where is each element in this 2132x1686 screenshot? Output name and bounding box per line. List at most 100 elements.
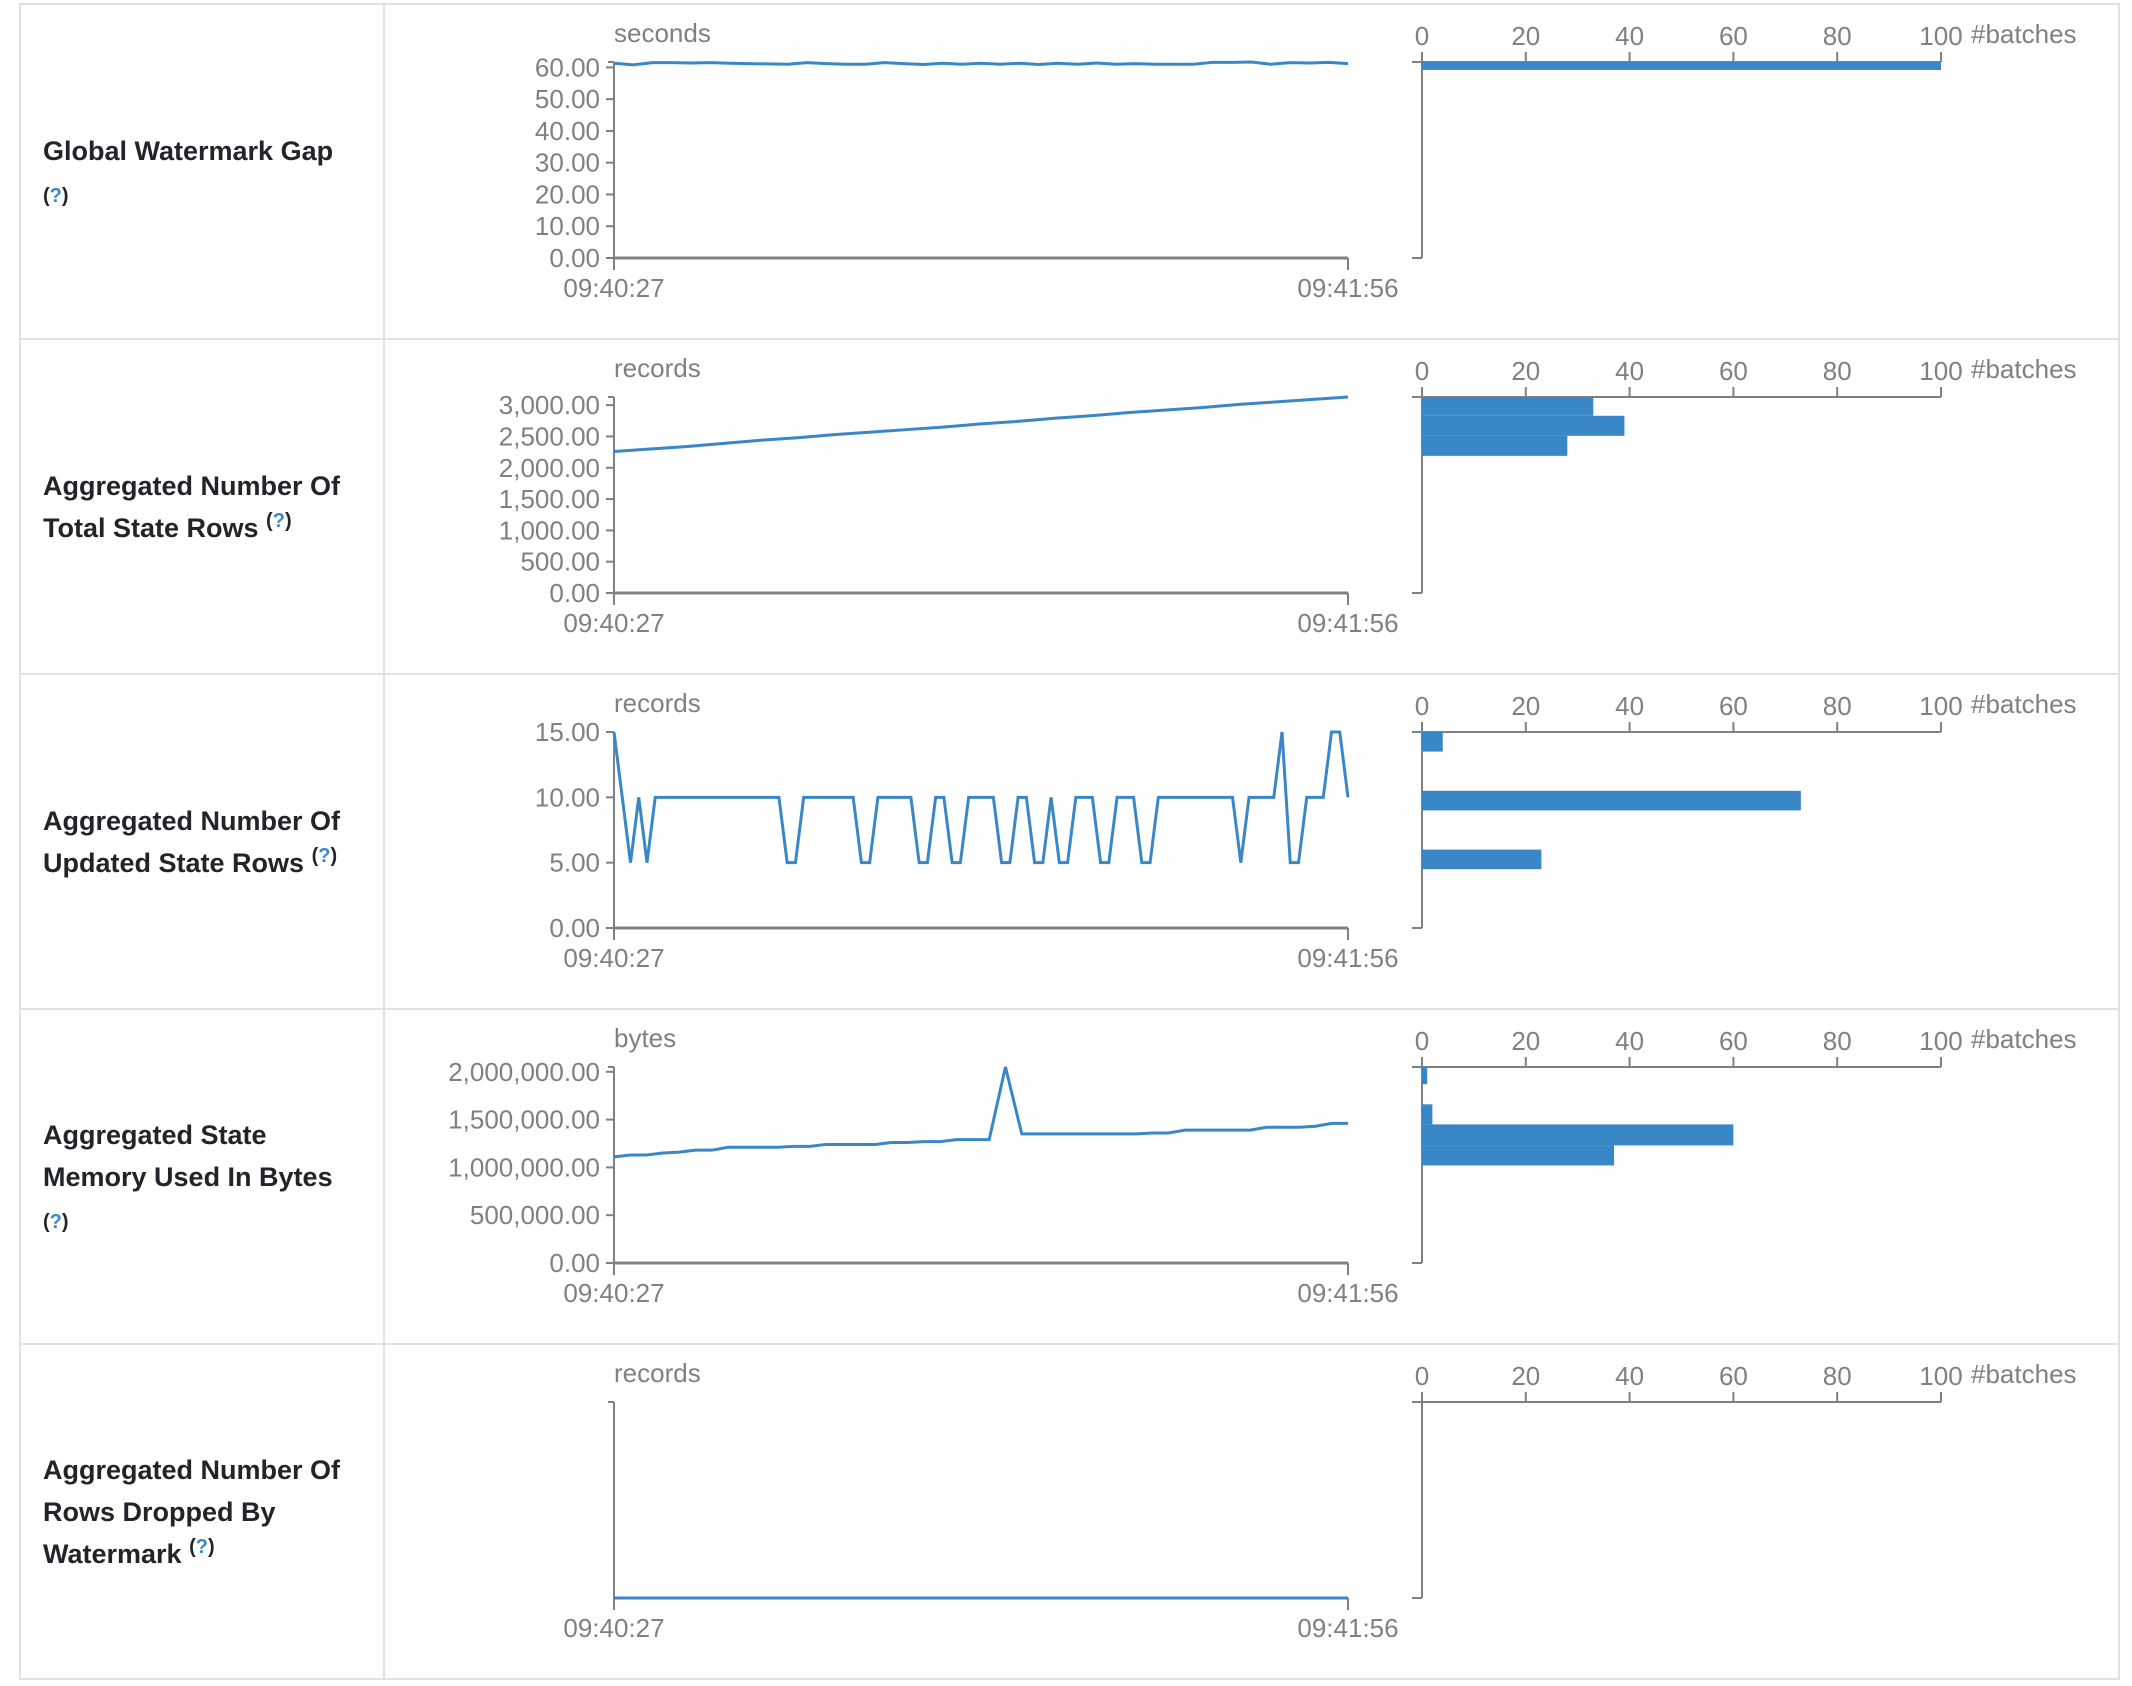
metric-title: Aggregated Number Of Updated State Rows (… <box>43 800 340 884</box>
y-tick-label: 0.00 <box>549 1248 600 1278</box>
hist-x-tick-label: 40 <box>1615 1026 1644 1056</box>
metric-title-text: Total State Rows <box>43 512 259 543</box>
histogram-bar <box>1422 732 1443 752</box>
y-tick-label: 5.00 <box>549 848 600 878</box>
metric-title: Aggregated Number Of Rows Dropped By Water… <box>43 1449 340 1575</box>
help-tooltip-icon[interactable]: (?) <box>43 1210 69 1233</box>
y-tick-label: 0.00 <box>549 578 600 608</box>
help-tooltip-icon[interactable]: (?) <box>311 844 338 867</box>
metric-charts: bytes 0.00 500,000.00 1,000,000.00 1,500,000… <box>448 1023 2077 1308</box>
histogram-bar <box>1422 1145 1615 1166</box>
histogram-bar <box>1422 790 1801 811</box>
hist-x-tick-label: 60 <box>1719 21 1748 51</box>
hist-unit-label: #batches <box>1971 354 2077 384</box>
y-tick-label: 1,500.00 <box>499 484 600 514</box>
y-tick-label: 60.00 <box>535 52 600 82</box>
metric-title-line: Rows Dropped By <box>43 1496 276 1527</box>
histogram-bar <box>1422 397 1594 416</box>
y-tick-label: 500,000.00 <box>470 1200 600 1230</box>
help-tooltip-icon[interactable]: (?) <box>189 1535 215 1558</box>
help-tooltip-icon[interactable]: (?) <box>43 184 69 207</box>
hist-x-tick-label: 60 <box>1719 1026 1748 1056</box>
histogram-bar <box>1422 1124 1734 1146</box>
y-tick-label: 500.00 <box>520 547 600 577</box>
hist-x-tick-label: 20 <box>1511 21 1540 51</box>
y-tick-label: 3,000.00 <box>499 390 600 420</box>
question-mark-icon: ? <box>49 184 62 207</box>
x-tick-label: 09:41:56 <box>1297 608 1398 638</box>
help-tooltip-icon[interactable]: (?) <box>266 509 292 532</box>
y-tick-label: 2,000,000.00 <box>448 1057 600 1087</box>
hist-x-tick-label: 80 <box>1823 1361 1852 1391</box>
metric-charts: records 0.00 5.00 10.00 15.00 09:40:27 09:41:5… <box>535 688 2077 973</box>
y-tick-label: 10.00 <box>535 211 600 241</box>
metric-charts: records 09:40:27 09:41:56 0 20 40 60 80 100 #batc… <box>563 1358 2077 1643</box>
hist-unit-label: #batches <box>1971 1024 2077 1054</box>
metric-row: Aggregated Number Of Total State Rows (?)… <box>21 338 2118 673</box>
metric-row: Aggregated Number Of Rows Dropped By Water… <box>21 1343 2118 1680</box>
y-unit-label: bytes <box>614 1023 676 1053</box>
hist-x-tick-label: 0 <box>1415 1026 1429 1056</box>
hist-unit-label: #batches <box>1971 19 2077 49</box>
metric-title-line: Memory Used In Bytes <box>43 1161 333 1192</box>
hist-x-tick-label: 60 <box>1719 1361 1748 1391</box>
y-tick-label: 40.00 <box>535 116 600 146</box>
metric-label-cell: Aggregated Number Of Total State Rows (?) <box>21 340 385 673</box>
series-line <box>613 395 1349 453</box>
x-tick-label: 09:41:56 <box>1297 943 1398 973</box>
metric-row: Aggregated Number Of Updated State Rows (… <box>21 673 2118 1008</box>
hist-x-tick-label: 80 <box>1823 356 1852 386</box>
y-tick-label: 1,000,000.00 <box>448 1152 600 1182</box>
hist-x-tick-label: 40 <box>1615 1361 1644 1391</box>
y-tick-label: 0.00 <box>549 913 600 943</box>
histogram-bar <box>1422 1067 1428 1085</box>
metric-title-line: Updated State Rows (?) <box>43 842 340 884</box>
y-tick-label: 20.00 <box>535 179 600 209</box>
y-unit-label: seconds <box>614 18 711 48</box>
hist-x-tick-label: 60 <box>1719 691 1748 721</box>
hist-x-tick-label: 100 <box>1919 1361 1962 1391</box>
metrics-table: Global Watermark Gap (?) seconds 0.00 10.00 2… <box>19 3 2120 1680</box>
y-tick-label: 1,000.00 <box>499 515 600 545</box>
question-mark-icon: ? <box>195 1535 208 1558</box>
metric-label-cell: Aggregated Number Of Rows Dropped By Water… <box>21 1345 385 1678</box>
x-tick-label: 09:40:27 <box>563 1613 664 1643</box>
metric-title-text: Watermark <box>43 1538 182 1569</box>
metric-title-line: Aggregated State <box>43 1119 267 1150</box>
histogram-bar <box>1422 62 1941 70</box>
metric-row: Aggregated State Memory Used In Bytes (?) b… <box>21 1008 2118 1343</box>
hist-x-tick-label: 0 <box>1415 356 1429 386</box>
hist-x-tick-label: 100 <box>1919 21 1962 51</box>
hist-x-tick-label: 80 <box>1823 21 1852 51</box>
hist-x-tick-label: 40 <box>1615 356 1644 386</box>
metric-label-cell: Global Watermark Gap (?) <box>21 5 385 338</box>
metric-title-line: Aggregated Number Of <box>43 1454 341 1485</box>
hist-x-tick-label: 20 <box>1511 356 1540 386</box>
metric-title-line: Global Watermark Gap <box>43 135 334 166</box>
series-line <box>613 1066 1348 1159</box>
hist-unit-label: #batches <box>1971 1359 2077 1389</box>
question-mark-icon: ? <box>272 509 285 532</box>
x-tick-label: 09:41:56 <box>1297 273 1398 303</box>
histogram-bar <box>1422 849 1542 870</box>
histogram-bar <box>1422 1104 1433 1125</box>
metric-title: Aggregated State Memory Used In Bytes (?) <box>43 1114 333 1240</box>
hist-x-tick-label: 0 <box>1415 21 1429 51</box>
metric-label-cell: Aggregated Number Of Updated State Rows (… <box>21 675 385 1008</box>
hist-x-tick-label: 60 <box>1719 356 1748 386</box>
hist-x-tick-label: 20 <box>1511 1361 1540 1391</box>
y-unit-label: records <box>614 688 701 718</box>
y-tick-label: 10.00 <box>535 782 600 812</box>
hist-x-tick-label: 0 <box>1415 691 1429 721</box>
hist-x-tick-label: 100 <box>1919 691 1962 721</box>
hist-x-tick-label: 40 <box>1615 691 1644 721</box>
series-line <box>612 730 1350 865</box>
y-tick-label: 1,500,000.00 <box>448 1105 600 1135</box>
metric-charts: seconds 0.0010.0020.0030.0040.0050.0060.0… <box>535 18 2077 303</box>
metric-label-cell: Aggregated State Memory Used In Bytes (?) <box>21 1010 385 1343</box>
hist-x-tick-label: 20 <box>1511 1026 1540 1056</box>
x-tick-label: 09:40:27 <box>563 1278 664 1308</box>
series-line <box>613 60 1349 67</box>
x-tick-label: 09:40:27 <box>563 943 664 973</box>
metric-title: Global Watermark Gap (?) <box>43 130 333 214</box>
